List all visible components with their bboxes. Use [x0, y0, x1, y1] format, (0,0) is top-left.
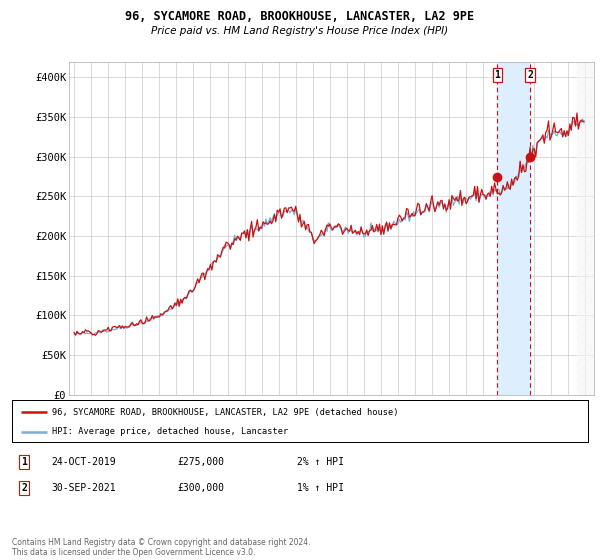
Text: 2: 2 — [21, 483, 27, 493]
Text: 1: 1 — [21, 457, 27, 467]
Text: 96, SYCAMORE ROAD, BROOKHOUSE, LANCASTER, LA2 9PE (detached house): 96, SYCAMORE ROAD, BROOKHOUSE, LANCASTER… — [52, 408, 399, 417]
Text: 1% ↑ HPI: 1% ↑ HPI — [297, 483, 344, 493]
Text: 2% ↑ HPI: 2% ↑ HPI — [297, 457, 344, 467]
Text: 96, SYCAMORE ROAD, BROOKHOUSE, LANCASTER, LA2 9PE: 96, SYCAMORE ROAD, BROOKHOUSE, LANCASTER… — [125, 10, 475, 23]
Text: HPI: Average price, detached house, Lancaster: HPI: Average price, detached house, Lanc… — [52, 427, 289, 436]
Text: Price paid vs. HM Land Registry's House Price Index (HPI): Price paid vs. HM Land Registry's House … — [151, 26, 449, 36]
Bar — [497, 62, 530, 395]
Text: 24-OCT-2019: 24-OCT-2019 — [51, 457, 116, 467]
Text: 1: 1 — [494, 70, 500, 80]
Text: £275,000: £275,000 — [177, 457, 224, 467]
Text: Contains HM Land Registry data © Crown copyright and database right 2024.
This d: Contains HM Land Registry data © Crown c… — [12, 538, 311, 557]
Bar — [577, 62, 594, 395]
Text: 30-SEP-2021: 30-SEP-2021 — [51, 483, 116, 493]
Text: £300,000: £300,000 — [177, 483, 224, 493]
Text: 2: 2 — [527, 70, 533, 80]
